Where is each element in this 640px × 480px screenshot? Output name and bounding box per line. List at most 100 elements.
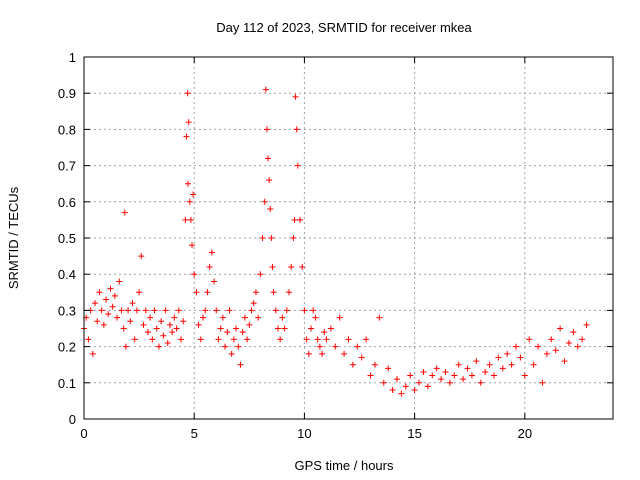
data-point [204,289,211,296]
data-point [120,325,127,332]
data-point [495,354,502,361]
data-point [195,321,202,328]
data-point [197,336,204,343]
data-point [241,314,248,321]
data-points [81,86,590,397]
data-point [316,343,323,350]
data-point [182,216,189,223]
data-point [420,368,427,375]
data-point [539,379,546,386]
data-point [376,314,383,321]
data-point [169,329,176,336]
data-point [259,235,266,241]
data-point [116,278,123,285]
data-point [270,289,277,296]
data-point [144,329,151,336]
data-point [310,307,317,314]
data-point [468,372,475,379]
data-point [142,307,149,314]
data-point [499,365,506,372]
data-point [477,379,484,386]
data-point [301,307,308,314]
data-point [292,93,299,100]
x-axis-ticks: 0 5 10 15 20 [80,57,532,441]
data-point [219,314,226,321]
data-point [407,372,414,379]
data-point [255,314,262,321]
data-point [336,314,343,321]
data-point [257,271,264,278]
data-point [269,263,276,270]
data-point [129,300,136,307]
data-point [244,336,251,343]
data-point [158,318,165,325]
data-point [429,372,436,379]
data-point [345,336,352,343]
data-point [294,162,301,169]
data-point [114,314,121,321]
data-point [235,343,242,350]
data-point [543,350,550,357]
data-point [411,387,418,394]
data-point [138,253,145,260]
data-point [380,379,387,386]
data-point [89,350,96,357]
data-point [226,307,233,314]
data-point [94,318,101,325]
data-point [184,90,191,97]
data-point [121,209,128,216]
data-point [297,216,304,223]
grid [84,57,613,419]
data-point [175,307,182,314]
data-point [389,387,396,394]
data-point [187,216,194,223]
data-point [557,325,564,332]
data-point [109,303,116,310]
data-point [107,285,114,292]
data-point [133,307,140,314]
data-point [402,383,409,390]
data-point [552,347,559,354]
data-point [105,311,112,318]
data-point [153,325,160,332]
data-point [191,271,198,278]
data-point [189,242,196,249]
data-point [265,155,272,162]
data-point [200,314,207,321]
data-point [526,336,533,343]
data-point [438,376,445,383]
data-point [237,361,244,368]
y-axis-label: SRMTID / TECUs [6,186,21,289]
data-point [513,343,520,350]
data-point [433,365,440,372]
data-point [206,263,213,270]
chart-title: Day 112 of 2023, SRMTID for receiver mke… [216,20,472,35]
data-point [111,292,118,299]
y-tick-label: 0.1 [58,376,76,391]
data-point [98,307,105,314]
data-point [267,206,274,213]
data-point [290,235,297,241]
data-point [261,198,268,205]
y-tick-label: 0.3 [58,303,76,318]
data-point [490,372,497,379]
data-point [455,361,462,368]
data-point [85,336,92,343]
x-axis-label: GPS time / hours [295,458,394,473]
data-point [185,180,192,187]
data-point [208,249,215,256]
data-point [125,307,132,314]
data-point [442,368,449,375]
y-tick-label: 0 [69,412,76,427]
data-point [224,329,231,336]
data-point [305,350,312,357]
data-point [262,86,269,93]
y-tick-label: 0.8 [58,122,76,137]
data-point [122,343,129,350]
data-point [272,307,279,314]
y-tick-label: 0.2 [58,340,76,355]
data-point [92,300,99,307]
data-point [279,314,286,321]
x-tick-label: 20 [518,426,532,441]
